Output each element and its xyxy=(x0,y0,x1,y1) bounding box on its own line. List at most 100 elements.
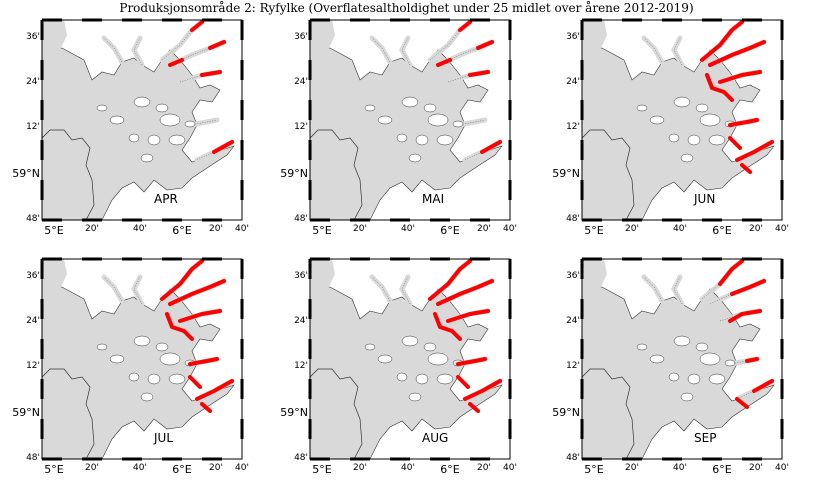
open-sea-area xyxy=(42,20,67,138)
fjord-outline xyxy=(189,119,218,126)
low-salinity-area xyxy=(468,70,490,77)
longitude-label: 6°E xyxy=(712,224,732,237)
island xyxy=(140,392,154,402)
longitude-label: 6°E xyxy=(440,224,460,237)
longitude-label: 20' xyxy=(353,224,367,234)
longitude-label: 5°E xyxy=(584,224,604,237)
map-svg xyxy=(308,18,512,222)
longitude-label: 6°E xyxy=(440,463,460,476)
longitude-label: 20' xyxy=(625,463,639,473)
latitude-label: 48' xyxy=(26,214,40,224)
month-label: AUG xyxy=(422,431,449,445)
island xyxy=(695,342,709,352)
low-salinity-area xyxy=(456,357,487,366)
longitude-label: 40' xyxy=(401,463,415,473)
longitude-label: 40' xyxy=(503,463,517,473)
longitude-label: 40' xyxy=(401,224,415,234)
island xyxy=(680,153,694,163)
low-salinity-area xyxy=(188,357,219,366)
fjord-outline xyxy=(161,21,203,61)
fjord-outline xyxy=(371,37,391,63)
island xyxy=(699,113,721,127)
fjord-outline xyxy=(103,276,123,302)
island xyxy=(168,134,186,146)
longitude-label: 6°E xyxy=(712,463,732,476)
open-sea-area xyxy=(310,20,335,138)
latitude-label: 12' xyxy=(566,122,580,132)
island xyxy=(415,373,429,385)
latitude-label: 48' xyxy=(294,453,308,463)
fjord-outline xyxy=(401,37,411,66)
fjord-outline xyxy=(643,37,663,63)
island xyxy=(96,343,108,351)
low-salinity-area xyxy=(168,279,226,306)
longitude-label: 5°E xyxy=(312,224,332,237)
island xyxy=(673,96,691,108)
coastline xyxy=(309,368,363,460)
low-salinity-area xyxy=(178,309,222,323)
island xyxy=(708,373,726,385)
low-salinity-area xyxy=(200,402,212,413)
latitude-label: 36' xyxy=(294,271,308,281)
low-salinity-area xyxy=(160,259,204,301)
low-salinity-area xyxy=(700,20,744,62)
latitude-label: 12' xyxy=(26,122,40,132)
longitude-label: 20' xyxy=(749,463,763,473)
island xyxy=(159,352,181,366)
low-salinity-area xyxy=(480,140,502,154)
map-panel-apr: 36' 24' 12' 59°N 48' 5°E 20' 40' 6°E 20' 40' APR xyxy=(0,15,280,255)
island xyxy=(401,335,419,347)
fjord-outline xyxy=(371,276,391,302)
sea-area xyxy=(309,47,503,221)
low-salinity-area xyxy=(745,357,759,363)
fjord-outline xyxy=(103,37,123,63)
fjord-outline xyxy=(429,21,471,61)
map-svg xyxy=(40,18,244,222)
latitude-label: 12' xyxy=(294,122,308,132)
low-salinity-area xyxy=(190,20,204,32)
low-salinity-area xyxy=(463,379,502,401)
low-salinity-area xyxy=(212,140,234,154)
island xyxy=(423,103,437,113)
longitude-label: 40' xyxy=(673,224,687,234)
low-salinity-area xyxy=(735,397,749,409)
island xyxy=(364,104,376,112)
island xyxy=(687,373,701,385)
low-salinity-area xyxy=(456,375,470,389)
island xyxy=(133,96,151,108)
low-salinity-area xyxy=(446,309,490,323)
low-salinity-area xyxy=(708,40,766,67)
latitude-label: 24' xyxy=(26,316,40,326)
island xyxy=(695,103,709,113)
coastline xyxy=(309,129,363,221)
coastline xyxy=(41,129,95,221)
longitude-label: 20' xyxy=(477,463,491,473)
low-salinity-area xyxy=(468,402,480,413)
month-label: JUL xyxy=(154,431,174,445)
fjord-outline xyxy=(401,276,411,305)
island xyxy=(687,134,701,146)
latitude-label: 59°N xyxy=(552,406,580,419)
longitude-label: 5°E xyxy=(44,224,64,237)
latitude-label: 48' xyxy=(566,214,580,224)
low-salinity-area xyxy=(705,73,734,102)
low-salinity-area xyxy=(436,279,494,306)
sea-area xyxy=(581,286,775,460)
longitude-label: 20' xyxy=(749,224,763,234)
latitude-label: 36' xyxy=(294,32,308,42)
map-svg xyxy=(308,257,512,461)
sea-area xyxy=(41,47,235,221)
latitude-label: 59°N xyxy=(280,406,308,419)
island xyxy=(109,354,125,364)
month-label: JUN xyxy=(694,192,716,206)
longitude-label: 40' xyxy=(235,463,249,473)
latitude-label: 12' xyxy=(294,361,308,371)
fjord-outline xyxy=(133,276,143,305)
latitude-label: 59°N xyxy=(280,167,308,180)
longitude-label: 5°E xyxy=(44,463,64,476)
fjord-outline xyxy=(673,276,683,305)
longitude-label: 40' xyxy=(133,224,147,234)
longitude-label: 5°E xyxy=(584,463,604,476)
low-salinity-area xyxy=(165,312,194,341)
low-salinity-area xyxy=(433,312,462,341)
